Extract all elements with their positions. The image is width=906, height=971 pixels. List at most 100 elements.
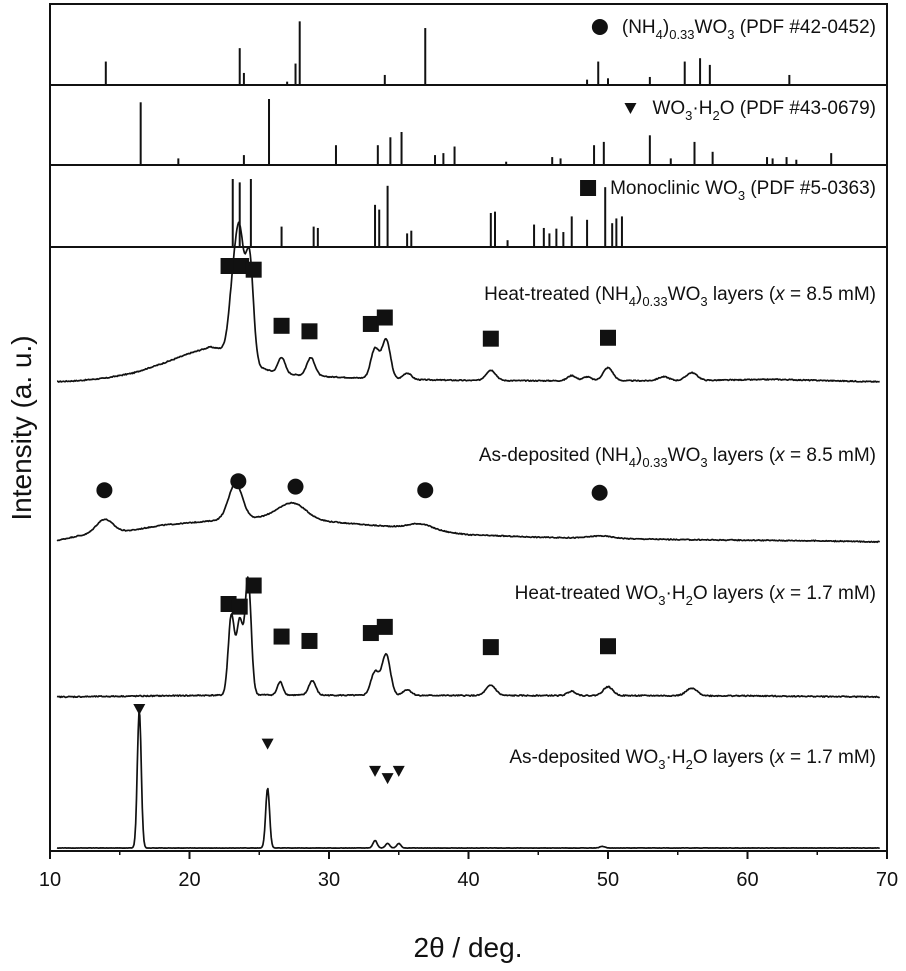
pattern-label: As-deposited WO3·H2O layers (x = 1.7 mM)	[509, 747, 876, 772]
pattern-label-part: 4	[629, 294, 636, 309]
peak-circle-marker	[417, 482, 434, 499]
pattern-label-part: 3	[658, 593, 665, 608]
x-axis-label: 2θ / deg.	[414, 932, 523, 963]
legend-square-marker	[580, 180, 597, 196]
reference-label-part: (NH	[622, 17, 656, 38]
reference-label-part: Monoclinic WO	[610, 178, 738, 199]
pattern-label-part: 4	[629, 455, 636, 470]
peak-square-marker	[600, 329, 616, 346]
pattern-label-part: 2	[686, 757, 693, 772]
pattern-as-deposited-nh4: As-deposited (NH4)0.33WO3 layers (x = 8.…	[56, 445, 881, 544]
peak-square-marker	[362, 315, 379, 332]
reference-label-part: 2	[712, 108, 719, 123]
pattern-label-part: 0.33	[642, 294, 667, 309]
pattern-label: Heat-treated (NH4)0.33WO3 layers (x = 8.…	[484, 284, 876, 309]
pattern-label-part: = 1.7 mM)	[785, 747, 876, 768]
reference-label-part: 0.33	[669, 27, 694, 42]
peak-triangle-marker	[133, 704, 146, 715]
pattern-label-part: layers (	[708, 284, 776, 305]
pattern-label-part: 3	[658, 757, 665, 772]
reference-label-part: 3	[738, 188, 745, 203]
pattern-label-part: 2	[686, 593, 693, 608]
reference-label: WO3·H2O (PDF #43-0679)	[652, 98, 876, 123]
x-axis: 10 20 30 40 50 60 70	[39, 851, 898, 891]
peak-square-marker	[600, 638, 616, 655]
peak-square-marker	[273, 628, 290, 645]
pattern-label-part: )	[636, 284, 642, 305]
pattern-label-part: )	[636, 445, 642, 466]
x-tick-label: 60	[736, 869, 758, 891]
pattern-label-part: As-deposited (NH	[479, 445, 629, 466]
x-tick-label: 30	[318, 869, 340, 891]
pattern-heat-treated-hydrate: Heat-treated WO3·H2O layers (x = 1.7 mM)	[56, 576, 881, 699]
pattern-label-part: ·H	[666, 747, 686, 768]
reference-label-part: 3	[685, 108, 692, 123]
panel-frame	[49, 84, 888, 166]
pattern-line	[56, 710, 880, 849]
pattern-as-deposited-hydrate: As-deposited WO3·H2O layers (x = 1.7 mM)	[56, 704, 880, 849]
reference-label-part: )	[663, 17, 669, 38]
reference-label: Monoclinic WO3 (PDF #5-0363)	[610, 178, 876, 203]
reference-label: (NH4)0.33WO3 (PDF #42-0452)	[622, 17, 876, 42]
x-tick-label: 20	[178, 869, 200, 891]
reference-label-part: WO	[695, 17, 728, 38]
y-axis-label: Intensity (a. u.)	[6, 335, 37, 520]
peak-square-marker	[245, 577, 262, 594]
pattern-label-part: As-deposited WO	[509, 747, 658, 768]
peak-square-marker	[220, 258, 237, 274]
pattern-label-part: x	[774, 747, 786, 768]
reference-panel-nh4: (NH4)0.33WO3 (PDF #42-0452)	[49, 3, 888, 86]
pattern-label: Heat-treated WO3·H2O layers (x = 1.7 mM)	[515, 583, 876, 608]
pattern-label-part: WO	[668, 445, 701, 466]
peak-square-marker	[482, 639, 499, 656]
reference-label-part: 3	[727, 27, 734, 42]
pattern-label-part: Heat-treated WO	[515, 583, 659, 604]
x-tick-label: 70	[876, 869, 898, 891]
pattern-label-part: x	[774, 284, 786, 305]
pattern-label-part: layers (	[708, 445, 776, 466]
pattern-label-part: = 1.7 mM)	[785, 583, 876, 604]
peak-square-marker	[245, 261, 262, 278]
pattern-heat-treated-nh4: Heat-treated (NH4)0.33WO3 layers (x = 8.…	[56, 221, 880, 383]
x-tick-label: 40	[457, 869, 479, 891]
peak-square-marker	[301, 632, 318, 649]
peak-square-marker	[301, 323, 318, 340]
pattern-label-part: ·H	[666, 583, 686, 604]
reference-label-part: WO	[652, 98, 685, 119]
peak-triangle-marker	[392, 765, 405, 777]
peak-triangle-marker	[369, 765, 382, 777]
peak-circle-marker	[230, 473, 247, 490]
pattern-label-part: Heat-treated (NH	[484, 284, 629, 305]
peak-circle-marker	[591, 484, 608, 501]
peak-triangle-marker	[261, 738, 274, 750]
reference-label-part: O (PDF #43-0679)	[720, 98, 876, 119]
peak-circle-marker	[96, 482, 113, 499]
pattern-label-part: = 8.5 mM)	[785, 445, 876, 466]
xrd-patterns: Heat-treated (NH4)0.33WO3 layers (x = 8.…	[49, 221, 888, 852]
peak-square-marker	[273, 317, 290, 334]
reference-panel-monoclinic: Monoclinic WO3 (PDF #5-0363)	[49, 164, 888, 248]
pattern-label-part: 3	[700, 455, 707, 470]
pattern-label-part: O layers (	[693, 747, 776, 768]
reference-panel-hydrate: WO3·H2O (PDF #43-0679)	[49, 84, 888, 166]
reference-label-part: (PDF #42-0452)	[734, 17, 876, 38]
pattern-label: As-deposited (NH4)0.33WO3 layers (x = 8.…	[479, 445, 876, 470]
pattern-line	[56, 576, 881, 699]
peak-square-marker	[376, 309, 393, 326]
reference-panels: (NH4)0.33WO3 (PDF #42-0452)WO3·H2O (PDF …	[49, 3, 888, 248]
pattern-label-part: O layers (	[693, 583, 776, 604]
legend-circle-marker	[591, 19, 608, 35]
pattern-line	[56, 482, 881, 544]
pattern-label-part: 0.33	[642, 455, 667, 470]
peak-square-marker	[233, 258, 250, 274]
pattern-label-part: x	[774, 445, 786, 466]
peak-square-marker	[362, 625, 379, 642]
peak-triangle-marker	[381, 773, 394, 785]
reference-label-part: ·H	[692, 98, 712, 119]
reference-label-part: 4	[656, 27, 663, 42]
peak-square-marker	[482, 330, 499, 347]
peak-square-marker	[376, 618, 393, 635]
pattern-label-part: 3	[700, 294, 707, 309]
pattern-label-part: = 8.5 mM)	[785, 284, 876, 305]
pattern-label-part: WO	[668, 284, 701, 305]
